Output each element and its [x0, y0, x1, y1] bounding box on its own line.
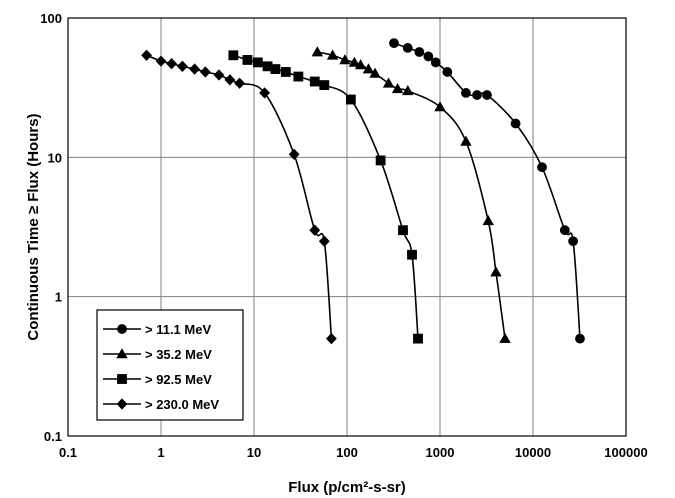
data-point: [499, 332, 511, 343]
x-tick-label: 10000: [515, 445, 551, 460]
data-point: [482, 215, 494, 226]
legend-marker: [117, 374, 127, 384]
data-point: [326, 332, 337, 345]
data-point: [293, 71, 304, 82]
data-point: [391, 83, 404, 94]
y-axis-title: Continuous Time ≥ Flux (Hours): [25, 113, 42, 340]
legend-label: > 35.2 MeV: [145, 347, 212, 362]
x-tick-label: 1: [157, 445, 164, 460]
data-point: [234, 77, 246, 89]
legend: > 11.1 MeV > 35.2 MeV > 92.5 MeV > 230.0 Me…: [96, 309, 244, 421]
data-point: [382, 77, 395, 88]
data-point: [413, 333, 423, 344]
y-axis-tick-labels: 0.1 1 10 100: [40, 11, 62, 444]
x-tick-label: 100: [336, 445, 358, 460]
data-point: [345, 94, 356, 105]
data-point: [482, 90, 492, 100]
x-tick-label: 10: [247, 445, 261, 460]
y-tick-label: 0.1: [44, 429, 62, 444]
data-point: [224, 74, 236, 86]
y-tick-label: 100: [40, 11, 62, 26]
legend-entry: > 11.1 MeV: [103, 322, 211, 337]
data-point: [288, 148, 300, 161]
data-point: [326, 49, 339, 60]
data-point: [414, 47, 425, 57]
legend-label: > 11.1 MeV: [145, 322, 211, 337]
legend-marker: [116, 398, 128, 410]
legend-entry: > 230.0 MeV: [103, 397, 219, 412]
data-point: [442, 67, 453, 77]
data-point: [199, 66, 211, 78]
plot-area-border: [67, 17, 627, 437]
data-point: [177, 60, 188, 72]
data-point: [252, 57, 263, 68]
x-tick-label: 0.1: [59, 445, 77, 460]
data-point: [339, 54, 351, 65]
data-point: [362, 63, 375, 74]
data-point: [354, 59, 367, 70]
x-tick-label: 1000: [426, 445, 455, 460]
legend-entry: > 92.5 MeV: [103, 372, 212, 387]
legend-label: > 230.0 MeV: [145, 397, 219, 412]
data-point: [434, 101, 446, 112]
data-point: [155, 55, 167, 67]
data-point: [213, 69, 225, 81]
series-line: [393, 42, 581, 339]
data-point: [311, 46, 324, 57]
data-point: [369, 67, 381, 78]
series-line: [146, 54, 333, 339]
data-point: [319, 80, 330, 90]
series-square: [228, 50, 423, 344]
data-point: [280, 67, 291, 77]
x-tick-label: 100000: [604, 445, 647, 460]
data-point: [309, 76, 320, 87]
data-point: [537, 162, 547, 173]
series-triangle: [311, 46, 511, 343]
data-point: [228, 50, 239, 61]
data-point: [423, 51, 434, 62]
data-point: [510, 118, 521, 129]
data-point: [389, 38, 399, 49]
data-point: [472, 90, 482, 100]
data-point: [375, 155, 386, 166]
series-line: [233, 54, 419, 339]
data-point: [460, 135, 472, 146]
data-point: [559, 225, 570, 236]
data-point: [318, 235, 330, 247]
data-point: [407, 249, 417, 260]
x-axis-title: Flux (p/cm²-s-sr): [288, 479, 406, 496]
legend-marker: [117, 324, 127, 334]
data-point: [166, 58, 178, 70]
series-group: [141, 38, 585, 345]
gridlines: [68, 18, 626, 436]
data-point: [348, 56, 361, 67]
data-point: [402, 43, 413, 53]
data-point: [141, 49, 153, 61]
data-point: [568, 236, 579, 247]
data-point: [402, 85, 414, 96]
legend-marker: [116, 348, 128, 359]
series-circle: [389, 38, 585, 344]
x-axis-tick-labels: 0.1 1 10 100 1000 10000 100000: [59, 445, 648, 460]
data-point: [430, 57, 441, 68]
data-point: [575, 333, 585, 344]
data-point: [242, 55, 253, 65]
data-point: [309, 224, 321, 236]
data-point: [398, 225, 408, 236]
data-point: [461, 88, 471, 98]
data-point: [490, 266, 502, 277]
data-point: [270, 64, 281, 74]
data-point: [259, 87, 271, 99]
data-point: [189, 63, 201, 75]
y-tick-label: 10: [48, 150, 62, 165]
legend-entry: > 35.2 MeV: [103, 347, 212, 362]
y-tick-label: 1: [55, 290, 62, 305]
series-diamond: [141, 49, 337, 345]
legend-label: > 92.5 MeV: [145, 372, 212, 387]
